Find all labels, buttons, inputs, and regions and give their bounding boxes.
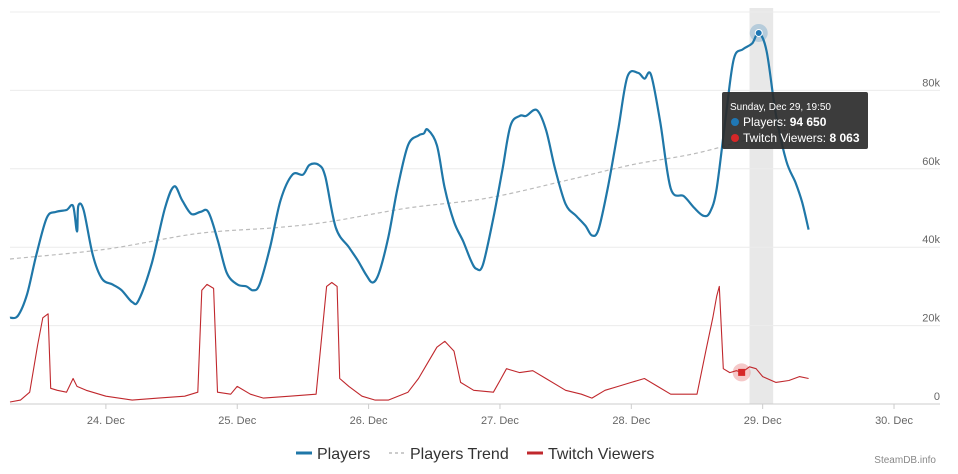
legend-label-twitch-viewers: Twitch Viewers: [548, 446, 654, 463]
x-tick-label: 29. Dec: [744, 415, 782, 427]
legend-item-twitch-viewers[interactable]: Twitch Viewers: [527, 446, 654, 463]
tooltip-players-line: Players: 94 650: [743, 115, 827, 129]
x-axis: 24. Dec 25. Dec 26. Dec 27. Dec 28. Dec 29. D…: [87, 404, 913, 427]
tooltip-twitch-label: Twitch Viewers:: [743, 131, 829, 145]
tooltip-players-label: Players:: [743, 115, 790, 129]
tooltip-players-dot: [731, 118, 739, 126]
series-line-players[interactable]: [9, 31, 810, 320]
x-tick-label: 24. Dec: [87, 415, 125, 427]
tooltip-twitch-dot: [731, 134, 739, 142]
hover-markers: [732, 23, 768, 382]
x-tick-label: 26. Dec: [350, 415, 388, 427]
legend-label-players-trend: Players Trend: [410, 446, 509, 463]
series-line-players-trend[interactable]: [9, 125, 809, 260]
tooltip-title: Sunday, Dec 29, 19:50: [730, 102, 831, 113]
legend-item-players-trend[interactable]: Players Trend: [389, 446, 509, 463]
y-tick-label: 40k: [922, 234, 940, 246]
credit-text[interactable]: SteamDB.info: [874, 455, 936, 466]
legend-label-players: Players: [317, 446, 370, 463]
x-tick-label: 30. Dec: [875, 415, 913, 427]
hover-marker-twitch-viewers: [738, 368, 746, 376]
tooltip-twitch-line: Twitch Viewers: 8 063: [743, 131, 860, 145]
y-axis: 0 20k 40k 60k 80k: [922, 77, 940, 403]
y-tick-label: 60k: [922, 156, 940, 168]
tooltip-box: [722, 92, 868, 149]
tooltip-players-value: 94 650: [790, 115, 827, 129]
y-tick-label: 0: [934, 391, 940, 403]
tooltip-twitch-value: 8 063: [829, 131, 859, 145]
legend: Players Players Trend Twitch Viewers: [296, 446, 654, 463]
x-tick-label: 28. Dec: [612, 415, 650, 427]
legend-item-players[interactable]: Players: [296, 446, 370, 463]
x-tick-label: 27. Dec: [481, 415, 519, 427]
series-line-twitch-viewers[interactable]: [9, 281, 809, 403]
y-tick-label: 80k: [922, 77, 940, 89]
x-tick-label: 25. Dec: [218, 415, 256, 427]
hover-marker-players: [754, 28, 763, 37]
y-tick-label: 20k: [922, 313, 940, 325]
grid: [10, 11, 940, 405]
tooltip: Sunday, Dec 29, 19:50 Players: 94 650 Tw…: [722, 92, 868, 149]
